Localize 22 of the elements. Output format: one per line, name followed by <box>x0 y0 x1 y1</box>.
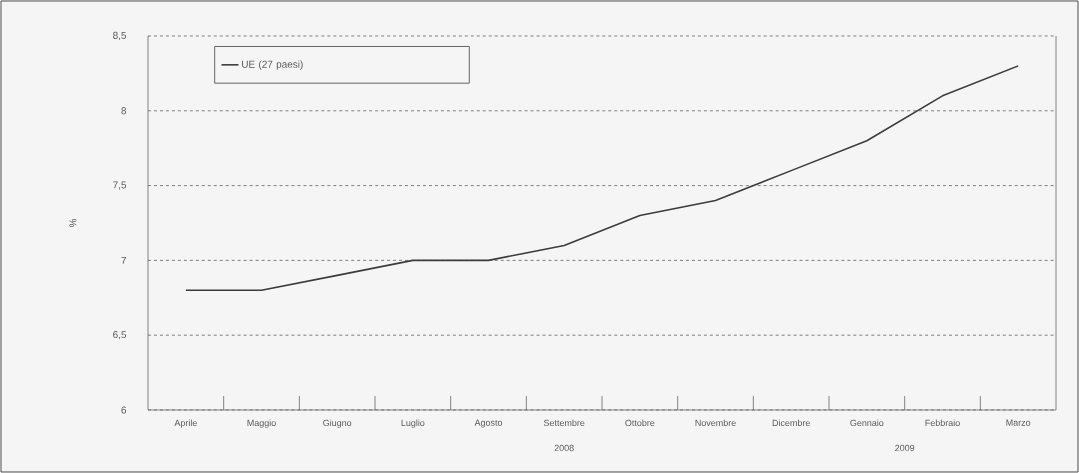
legend-label: UE (27 paesi) <box>242 60 303 70</box>
x-tick-label: Giugno <box>323 419 352 428</box>
x-tick-label: Agosto <box>474 419 503 428</box>
x-tick-label: Marzo <box>1006 419 1031 426</box>
x-tick-label: Dicembre <box>772 419 810 427</box>
x-tick-label: Gennaio <box>850 419 884 427</box>
x-tick-label: Novembre <box>695 419 736 427</box>
y-axis-title: % <box>69 218 77 228</box>
y-tick-label: 8,5 <box>113 31 127 41</box>
x-tick-label: Aprile <box>174 419 197 428</box>
x-tick-label: Febbraio <box>925 419 960 427</box>
text: 2008 <box>554 444 574 452</box>
x-tick-label: Maggio <box>247 419 276 428</box>
y-tick-label: 7,5 <box>113 181 127 190</box>
y-tick-label: 6 <box>121 406 127 414</box>
y-tick-label: 8 <box>121 107 127 115</box>
y-tick-label: 7 <box>121 256 126 264</box>
y-tick-label: 6,5 <box>113 331 127 340</box>
x-tick-label: Luglio <box>401 419 425 428</box>
x-tick-label: Settembre <box>543 419 585 427</box>
x-tick-label: Ottobre <box>625 419 655 427</box>
text: 2009 <box>895 444 915 452</box>
